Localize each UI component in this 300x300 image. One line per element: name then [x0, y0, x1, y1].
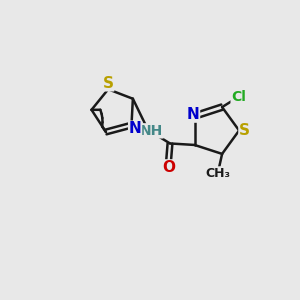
Text: O: O: [162, 160, 175, 175]
Text: Cl: Cl: [231, 90, 246, 104]
Text: NH: NH: [140, 124, 163, 138]
Text: N: N: [187, 107, 200, 122]
Text: S: S: [239, 123, 250, 138]
Text: CH₃: CH₃: [205, 167, 230, 180]
Text: N: N: [129, 121, 142, 136]
Text: S: S: [103, 76, 114, 91]
